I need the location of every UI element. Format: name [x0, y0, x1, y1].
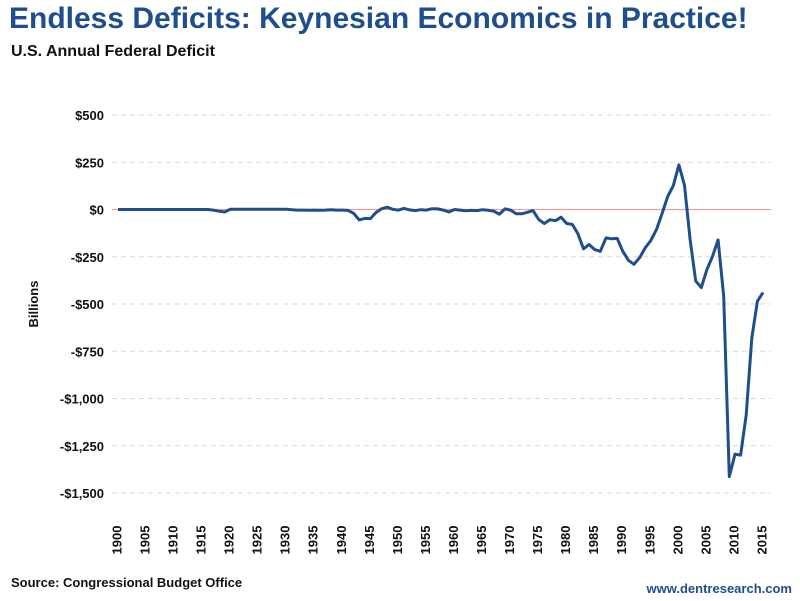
y-tick-label: -$500 — [71, 297, 104, 312]
chart-title: Endless Deficits: Keynesian Economics in… — [9, 2, 748, 35]
x-tick-label: 1905 — [137, 526, 152, 555]
x-tick-label: 2010 — [726, 526, 741, 555]
x-tick-label: 1975 — [530, 526, 545, 555]
y-tick-label: $0 — [90, 203, 104, 218]
x-tick-label: 1990 — [614, 526, 629, 555]
source-note: Source: Congressional Budget Office — [11, 575, 243, 590]
x-tick-label: 1950 — [390, 526, 405, 555]
x-tick-label: 1940 — [334, 526, 349, 555]
x-tick-label: 1970 — [502, 526, 517, 555]
x-tick-label: 1900 — [109, 526, 124, 555]
x-tick-label: 1915 — [194, 526, 209, 555]
chart-subtitle: U.S. Annual Federal Deficit — [11, 43, 215, 60]
website-link[interactable]: www.dentresearch.com — [646, 581, 792, 596]
x-tick-label: 1980 — [558, 526, 573, 555]
x-tick-label: 1995 — [642, 526, 657, 555]
x-tick-label: 1930 — [278, 526, 293, 555]
x-tick-label: 1910 — [166, 526, 181, 555]
y-tick-label: $500 — [75, 108, 104, 123]
y-tick-label: -$1,250 — [60, 439, 104, 454]
x-tick-label: 1960 — [446, 526, 461, 555]
y-tick-label: -$1,500 — [60, 486, 104, 501]
x-tick-label: 1920 — [222, 526, 237, 555]
x-tick-label: 1925 — [250, 526, 265, 555]
y-tick-label: -$1,000 — [60, 392, 104, 407]
x-tick-label: 1935 — [306, 526, 321, 555]
x-tick-label: 1945 — [362, 526, 377, 555]
x-tick-label: 1965 — [474, 526, 489, 555]
deficit-series-line — [118, 163, 765, 479]
x-tick-label: 1955 — [418, 526, 433, 555]
y-tick-label: -$750 — [71, 344, 104, 359]
x-tick-label: 2005 — [698, 526, 713, 555]
y-axis-label: Billions — [26, 281, 41, 328]
x-tick-label: 1985 — [586, 526, 601, 555]
x-tick-label: 2015 — [754, 526, 769, 555]
y-tick-label: -$250 — [71, 250, 104, 265]
x-tick-label: 2000 — [670, 526, 685, 555]
y-tick-label: $250 — [75, 155, 104, 170]
